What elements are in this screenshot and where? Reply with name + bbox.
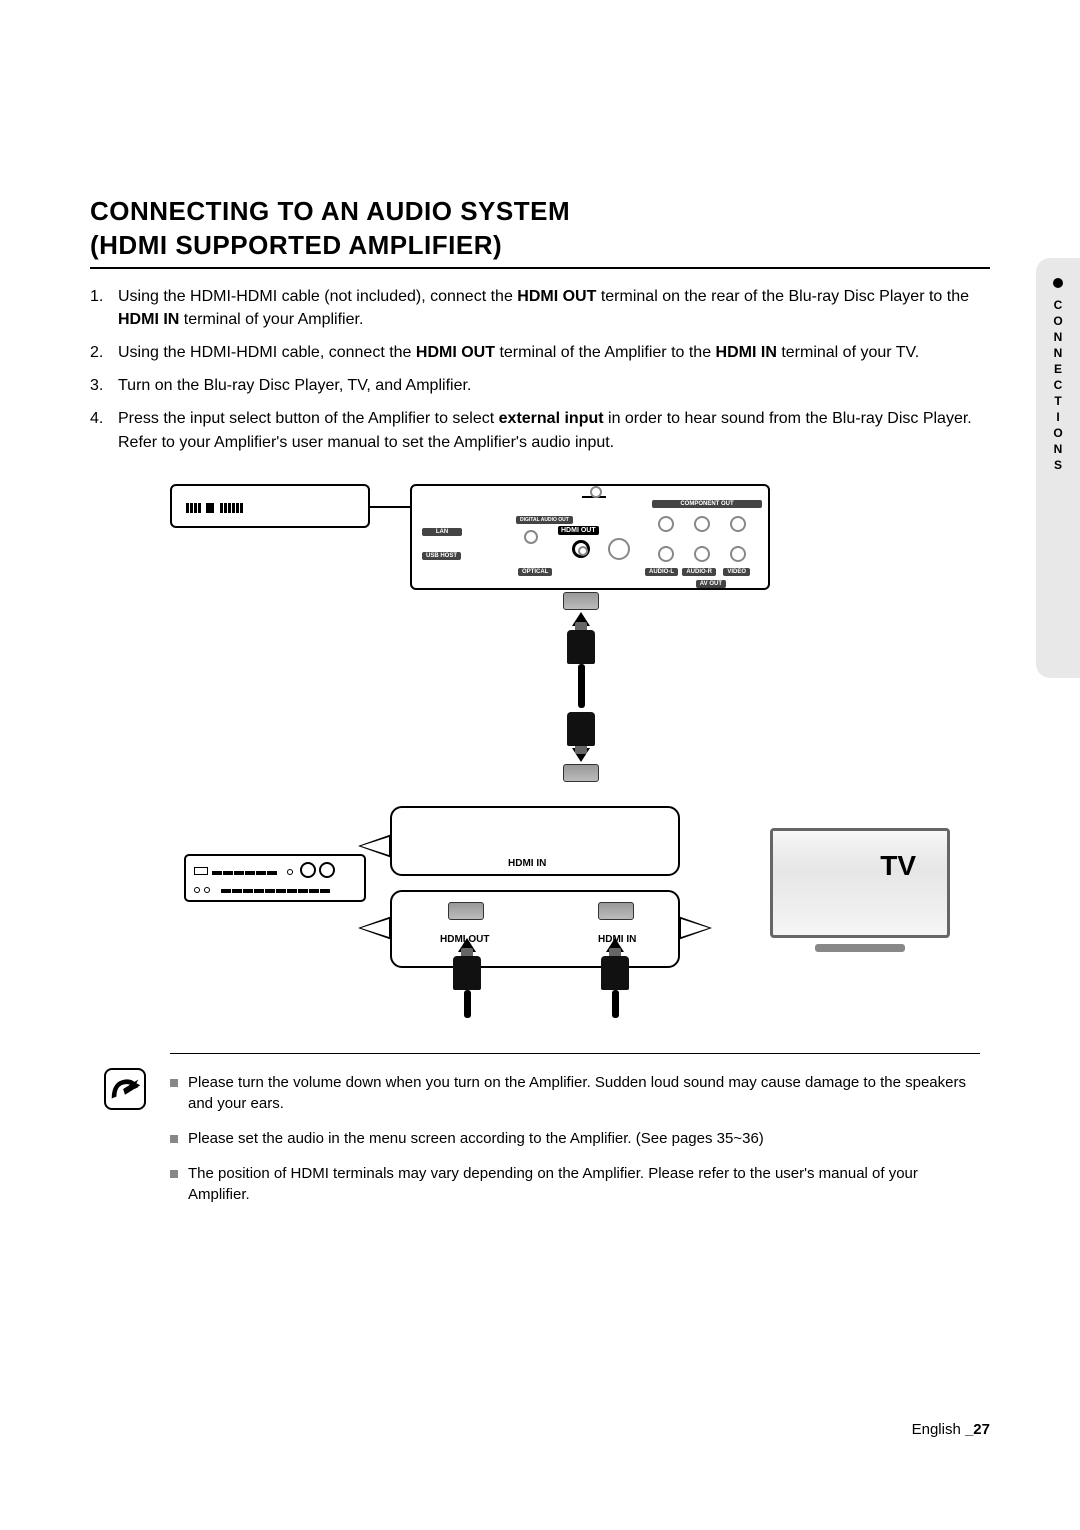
heading-line2: (HDMI SUPPORTED AMPLIFIER): [90, 229, 990, 263]
label-hdmi-in: HDMI IN: [508, 858, 546, 869]
label-digital: DIGITAL AUDIO OUT: [516, 516, 573, 524]
label-optical: OPTICAL: [518, 568, 552, 576]
heading-line1: CONNECTING TO AN AUDIO SYSTEM: [90, 196, 570, 226]
tab-label: CONNECTIONS: [1051, 298, 1065, 474]
step-item: Press the input select button of the Amp…: [90, 407, 990, 453]
label-component-out: COMPONENT OUT: [652, 500, 762, 508]
label-audio-l: AUDIO-L: [645, 568, 678, 576]
step-item: Using the HDMI-HDMI cable (not included)…: [90, 285, 990, 331]
page-footer: English _27: [912, 1421, 990, 1438]
callout-pointer-icon: [358, 916, 392, 940]
callout-line: [370, 506, 410, 508]
notes-section: Please turn the volume down when you tur…: [170, 1053, 980, 1219]
footer-page-number: _27: [965, 1421, 990, 1438]
tab-bullet: [1053, 278, 1063, 288]
hdmi-cable-2b: [590, 936, 640, 1018]
label-hdmi-out: HDMI OUT: [558, 526, 599, 535]
label-av-out: AV OUT: [696, 580, 726, 588]
step-item: Using the HDMI-HDMI cable, connect the H…: [90, 341, 990, 364]
label-lan: LAN: [422, 528, 462, 536]
label-audio-r: AUDIO-R: [682, 568, 716, 576]
hdmi-cable-1: [556, 592, 606, 782]
hdmi-out-port-icon: [572, 540, 590, 558]
label-usb: USB HOST: [422, 552, 461, 560]
label-video: VIDEO: [723, 568, 750, 576]
step-item: Turn on the Blu-ray Disc Player, TV, and…: [90, 374, 990, 397]
footer-language: English: [912, 1421, 965, 1438]
note-item: Please set the audio in the menu screen …: [170, 1128, 980, 1149]
hdmi-cable-2a: [442, 936, 492, 1018]
note-item: Please turn the volume down when you tur…: [170, 1072, 980, 1114]
connection-diagram: COMPONENT OUT AUDIO-L AUDIO-R VIDEO AV O…: [170, 484, 870, 1074]
callout-pointer-icon: [678, 916, 712, 940]
section-heading: CONNECTING TO AN AUDIO SYSTEM (HDMI SUPP…: [90, 195, 990, 269]
amp-hdmi-in-callout: HDMI IN: [390, 806, 680, 876]
note-item: The position of HDMI terminals may vary …: [170, 1163, 980, 1205]
section-tab: CONNECTIONS: [1036, 258, 1080, 678]
tv-icon: [770, 828, 950, 952]
bluray-player-icon: [170, 484, 370, 528]
tv-label: TV: [880, 850, 916, 882]
amplifier-icon: [184, 854, 366, 902]
steps-list: Using the HDMI-HDMI cable (not included)…: [90, 285, 990, 454]
rear-panel-icon: COMPONENT OUT AUDIO-L AUDIO-R VIDEO AV O…: [410, 484, 770, 590]
note-icon: [104, 1068, 146, 1110]
